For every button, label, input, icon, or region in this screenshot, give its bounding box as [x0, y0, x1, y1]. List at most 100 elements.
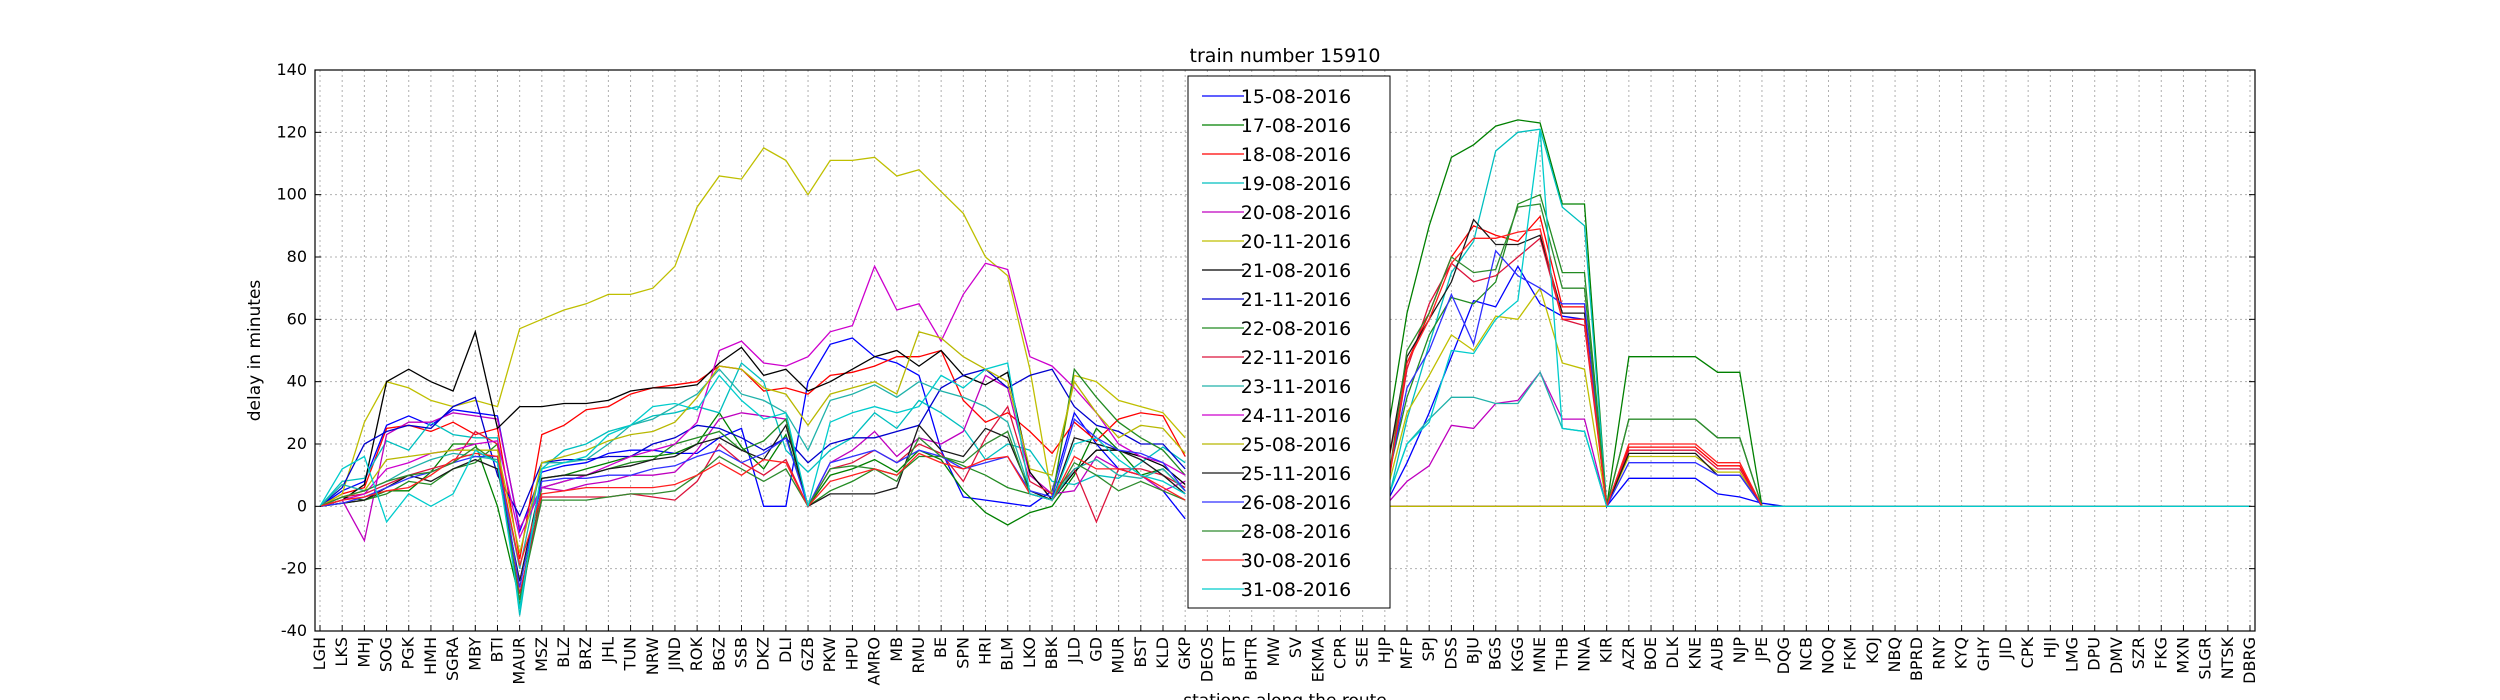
y-axis-label: delay in minutes [245, 280, 265, 422]
x-tick-label: DSS [1441, 637, 1460, 670]
x-tick-label: MAUR [510, 637, 529, 685]
x-tick-label: BJU [1464, 637, 1483, 664]
x-tick-label: JPE [1752, 637, 1771, 662]
y-axis-ticks: -40 -20 0 20 40 60 80 100 120 140 [276, 60, 2255, 640]
x-tick-label: NJP [1730, 637, 1749, 664]
legend-label: 18-08-2016 [1241, 144, 1351, 166]
x-tick-label: KYQ [1952, 637, 1971, 669]
x-tick-label: MXN [2173, 637, 2192, 674]
x-tick-label: JHL [598, 637, 617, 664]
legend-label: 20-11-2016 [1241, 231, 1351, 253]
x-tick-label: FKG [2151, 637, 2170, 669]
y-tick-label: 0 [297, 496, 307, 515]
legend-label: 20-08-2016 [1241, 202, 1351, 224]
x-tick-label: KGG [1508, 637, 1527, 672]
x-tick-label: KIR [1597, 637, 1616, 663]
x-tick-label: MUR [1109, 637, 1128, 674]
x-tick-label: DMV [2107, 637, 2126, 674]
y-tick-label: 20 [287, 434, 307, 453]
x-tick-label: JID [1996, 637, 2015, 660]
x-tick-label: MNE [1530, 637, 1549, 673]
x-tick-label: KOJ [1863, 637, 1882, 664]
legend-label: 17-08-2016 [1241, 115, 1351, 137]
x-tick-label: BST [1131, 637, 1150, 668]
y-tick-label: 140 [276, 60, 307, 79]
legend-label: 30-08-2016 [1241, 550, 1351, 572]
x-tick-label: NCB [1796, 637, 1815, 671]
x-tick-label: GZB [798, 637, 817, 671]
x-tick-label: LGH [310, 637, 329, 670]
legend-label: 25-08-2016 [1241, 434, 1351, 456]
x-tick-label: GKP [1175, 637, 1194, 670]
x-tick-label: DPU [2085, 637, 2104, 671]
x-tick-label: SOG [377, 637, 396, 672]
x-tick-label: GHY [1974, 637, 1993, 671]
x-tick-label: LKS [332, 637, 351, 667]
x-tick-label: SPJ [1419, 637, 1438, 662]
x-tick-label: SEE [1353, 637, 1372, 667]
y-tick-label: -40 [281, 621, 307, 640]
x-tick-label: BGS [1486, 637, 1505, 670]
x-tick-label: DLI [776, 637, 795, 663]
x-tick-label: EKMA [1308, 637, 1327, 682]
x-tick-label: BPRD [1907, 637, 1926, 681]
y-tick-label: 100 [276, 185, 307, 204]
legend-label: 28-08-2016 [1241, 521, 1351, 543]
x-tick-label: SLGR [2196, 637, 2215, 680]
y-tick-label: -20 [281, 559, 307, 578]
x-tick-label: FKM [1841, 637, 1860, 671]
legend-label: 24-11-2016 [1241, 405, 1351, 427]
chart-title: train number 15910 [1190, 45, 1381, 67]
x-tick-label: BLM [998, 637, 1017, 671]
x-tick-label: SV [1286, 637, 1305, 658]
x-tick-label: RNY [1929, 637, 1948, 670]
x-tick-label: HJI [2040, 637, 2059, 658]
legend-label: 26-08-2016 [1241, 492, 1351, 514]
x-tick-label: LKO [1020, 637, 1039, 668]
x-tick-label: SZR [2129, 637, 2148, 669]
x-tick-label: DBRG [2240, 637, 2259, 684]
x-tick-label: DEOS [1197, 637, 1216, 682]
legend-label: 22-08-2016 [1241, 318, 1351, 340]
x-tick-label: BLZ [554, 637, 573, 668]
x-tick-label: GD [1086, 637, 1105, 662]
x-tick-label: THB [1552, 637, 1571, 671]
x-tick-label: ROK [687, 636, 706, 671]
x-tick-label: SPN [953, 637, 972, 669]
series-lines [319, 119, 2250, 616]
x-tick-label: CPK [2018, 636, 2037, 668]
x-tick-label: PGK [399, 637, 418, 670]
x-tick-label: JLD [1064, 637, 1083, 664]
x-tick-label: MHJ [354, 637, 373, 668]
x-tick-label: BGZ [709, 637, 728, 671]
x-tick-label: PKW [820, 637, 839, 673]
x-tick-label: NBQ [1885, 637, 1904, 673]
x-tick-label: MSZ [532, 637, 551, 672]
legend: 15-08-2016 17-08-2016 18-08-2016 19-08-2016… [1187, 75, 1391, 609]
legend-label: 21-11-2016 [1241, 289, 1351, 311]
x-tick-label: DKZ [754, 637, 773, 671]
y-tick-label: 40 [287, 372, 307, 391]
x-tick-label: BBK [1042, 637, 1061, 670]
x-tick-label: TUN [621, 637, 640, 671]
legend-label: 25-11-2016 [1241, 463, 1351, 485]
x-tick-label: NRW [643, 637, 662, 675]
legend-label: 15-08-2016 [1241, 86, 1351, 108]
x-tick-label: BHTR [1242, 637, 1261, 681]
legend-label: 23-11-2016 [1241, 376, 1351, 398]
x-tick-label: DQG [1774, 637, 1793, 674]
x-tick-label: BOE [1641, 637, 1660, 670]
x-tick-label: MW [1264, 637, 1283, 667]
x-tick-label: NTSK [2218, 636, 2237, 679]
x-tick-label: MB [887, 637, 906, 662]
x-tick-label: KLD [1153, 637, 1172, 669]
x-tick-label: JIND [665, 637, 684, 672]
x-tick-label: NOQ [1819, 637, 1838, 674]
plot-frame [314, 69, 2256, 632]
x-tick-label: RMU [909, 637, 928, 674]
x-tick-label: MFP [1397, 637, 1416, 670]
x-tick-label: AZR [1619, 637, 1638, 670]
x-tick-label: MBY [465, 637, 484, 671]
x-tick-label: HRI [976, 637, 995, 665]
